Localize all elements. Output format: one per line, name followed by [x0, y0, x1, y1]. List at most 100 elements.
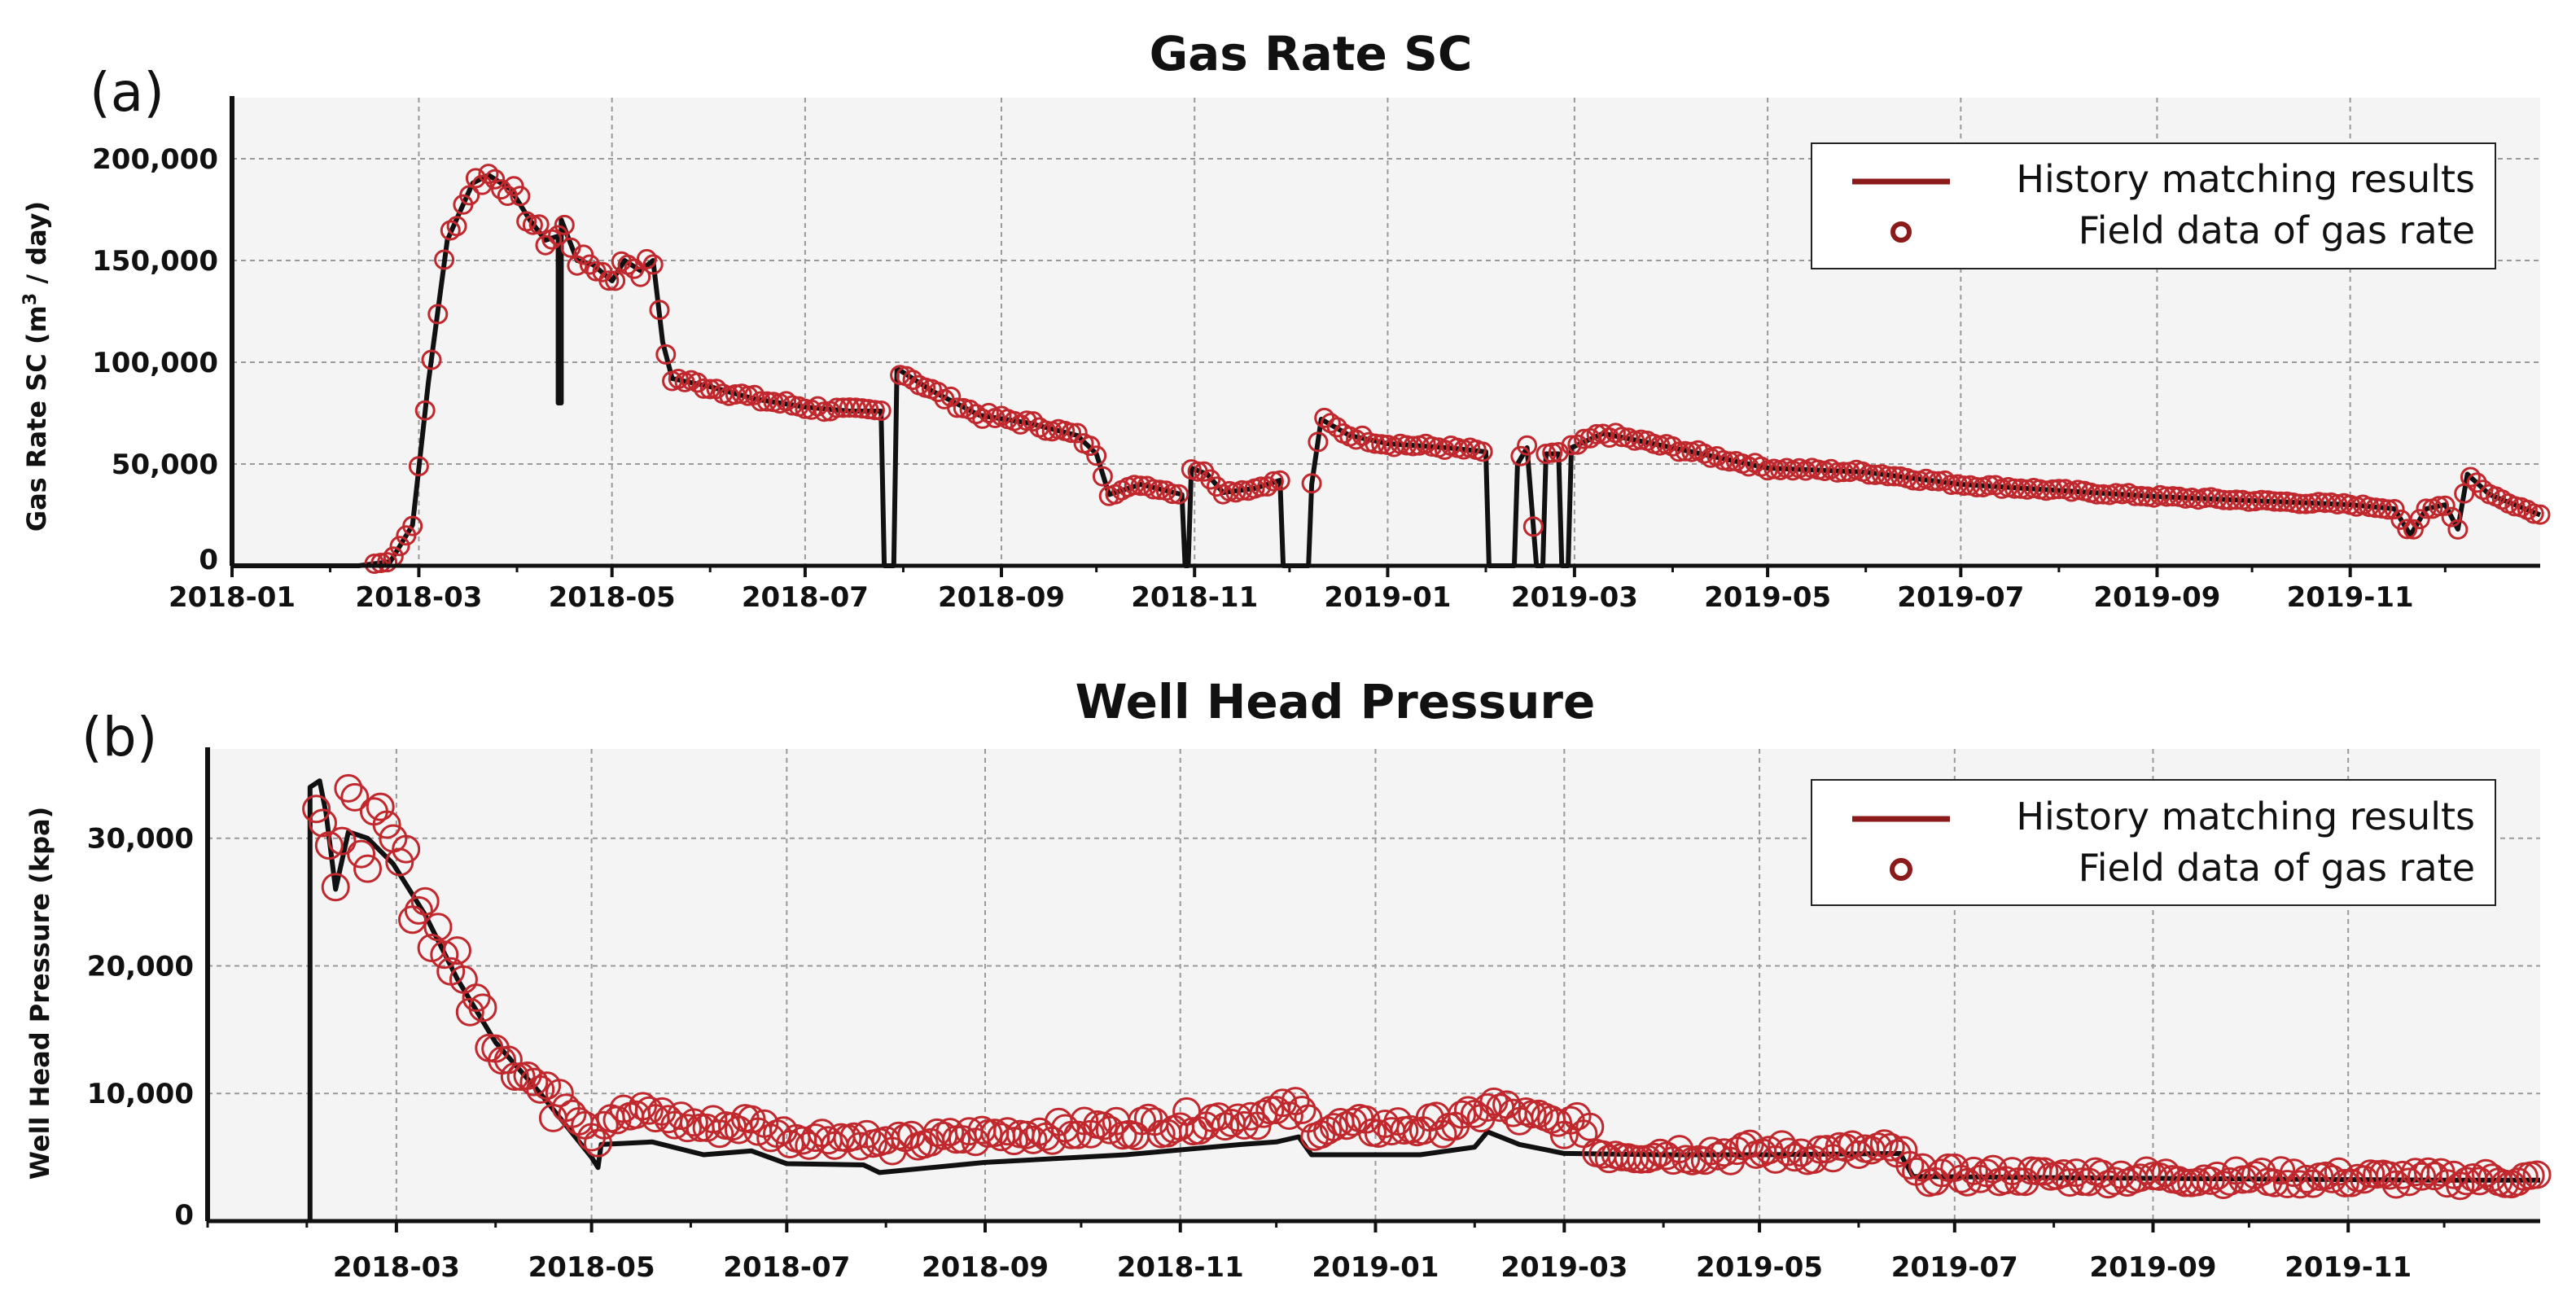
legend-a: History matching results Field data of g…	[1811, 142, 2496, 269]
field-marker-a	[491, 179, 512, 200]
field-marker-a	[2067, 479, 2088, 501]
legend-label-line-a: History matching results	[2016, 157, 2475, 201]
legend-label-markers-a: Field data of gas rate	[2079, 208, 2475, 252]
field-marker-a	[377, 552, 398, 573]
field-marker-b	[2285, 1170, 2315, 1199]
legend-box-b	[1811, 779, 2496, 906]
legend-marker-swatch-b	[1890, 858, 1912, 881]
field-marker-b	[2407, 1162, 2437, 1191]
x-tick-label: 2018-09	[922, 1251, 1049, 1284]
field-marker-a	[2276, 491, 2298, 512]
field-marker-b	[385, 847, 414, 877]
y-tick-label: 20,000	[87, 950, 194, 983]
field-marker-a	[2270, 491, 2291, 512]
field-marker-a	[2416, 498, 2437, 519]
field-marker-b	[2330, 1168, 2359, 1197]
axes-b: 2018-03 2018-05 2018-07 2018-09 2018-11 2019-…	[87, 747, 2540, 1284]
field-marker-a	[2308, 492, 2329, 513]
field-marker-b	[1710, 1138, 1739, 1167]
field-marker-a	[1092, 466, 1113, 487]
grid-b	[208, 749, 2540, 1221]
gas-rate-panel: (a) Gas Rate SC Gas Rate SC (m3 / day) 2…	[20, 26, 2551, 614]
field-marker-a	[966, 404, 987, 425]
field-marker-a	[1308, 431, 1329, 453]
field-marker-a	[484, 169, 506, 190]
field-marker-a	[2523, 503, 2544, 524]
field-marker-a	[1168, 484, 1189, 505]
y-tick-label: 0	[199, 544, 218, 576]
field-marker-a	[598, 270, 620, 291]
field-marker-a	[446, 216, 467, 237]
field-marker-a	[655, 344, 677, 365]
field-marker-a	[2447, 519, 2469, 540]
field-marker-a	[1966, 477, 1987, 497]
field-marker-b	[545, 1079, 574, 1108]
field-marker-b	[334, 773, 363, 803]
field-marker-a	[2460, 466, 2481, 488]
field-marker-a	[1143, 479, 1164, 500]
y-tick-label: 30,000	[87, 823, 194, 856]
field-marker-a	[852, 398, 873, 419]
field-marker-a	[1269, 470, 1290, 491]
x-tick-label: 2019-05	[1704, 581, 1831, 614]
field-marker-a	[642, 254, 664, 275]
field-marker-a	[636, 248, 657, 269]
field-marker-b	[1755, 1136, 1784, 1165]
x-tick-label: 2019-09	[2089, 1251, 2216, 1284]
field-marker-b	[993, 1117, 1022, 1146]
field-marker-a	[2403, 519, 2424, 540]
panel-label-a: (a)	[90, 61, 164, 124]
x-tick-label: 2018-09	[938, 581, 1065, 614]
x-tick-label: 2019-07	[1897, 581, 2024, 614]
y-tick-label: 150,000	[92, 245, 218, 278]
field-marker-a	[1884, 466, 1905, 487]
well-head-pressure-panel: (b) Well Head Pressure Well Head Pressur…	[24, 674, 2552, 1284]
field-marker-a	[1263, 471, 1284, 492]
field-marker-a	[2289, 493, 2310, 514]
field-marker-b	[1991, 1166, 2021, 1195]
field-marker-a	[478, 164, 499, 185]
field-marker-b	[679, 1108, 708, 1137]
field-marker-b	[321, 873, 350, 902]
field-marker-a	[845, 397, 866, 418]
field-marker-a	[1953, 475, 1974, 497]
x-tick-label: 2019-05	[1696, 1251, 1823, 1284]
field-marker-b	[673, 1114, 702, 1143]
field-marker-b	[1204, 1102, 1233, 1132]
series-a	[232, 164, 2551, 574]
field-marker-b	[1448, 1100, 1477, 1129]
field-marker-a	[2397, 519, 2418, 540]
field-marker-b	[2522, 1160, 2552, 1189]
field-marker-b	[1889, 1136, 1918, 1165]
x-tick-label: 2019-07	[1891, 1251, 2018, 1284]
field-marker-a	[1301, 473, 1322, 494]
field-marker-a	[940, 386, 962, 407]
field-marker-b	[353, 854, 382, 883]
field-marker-a	[421, 349, 442, 370]
field-marker-a	[2194, 488, 2215, 509]
field-marker-a	[2377, 499, 2399, 520]
field-marker-b	[2196, 1166, 2225, 1195]
field-marker-a	[1149, 479, 1170, 501]
field-marker-a	[813, 401, 835, 422]
field-marker-a	[1257, 476, 1278, 497]
field-marker-a	[687, 372, 708, 393]
field-marker-a	[1662, 436, 1683, 457]
field-marker-a	[1517, 435, 1538, 456]
field-marker-a	[402, 515, 423, 536]
field-marker-b	[347, 839, 376, 869]
field-marker-a	[414, 400, 436, 421]
field-marker-a	[1978, 475, 2000, 496]
field-marker-b	[366, 792, 395, 821]
field-marker-b	[1274, 1101, 1303, 1130]
field-marker-a	[528, 214, 550, 235]
field-marker-a	[1200, 469, 1221, 490]
field-marker-a	[807, 396, 828, 417]
field-marker-b	[2504, 1167, 2532, 1197]
field-marker-b	[634, 1096, 664, 1125]
field-marker-b	[1019, 1125, 1048, 1154]
field-marker-b	[392, 834, 421, 864]
field-marker-a	[2042, 479, 2063, 500]
field-marker-b	[1703, 1141, 1733, 1171]
field-marker-a	[605, 270, 626, 291]
